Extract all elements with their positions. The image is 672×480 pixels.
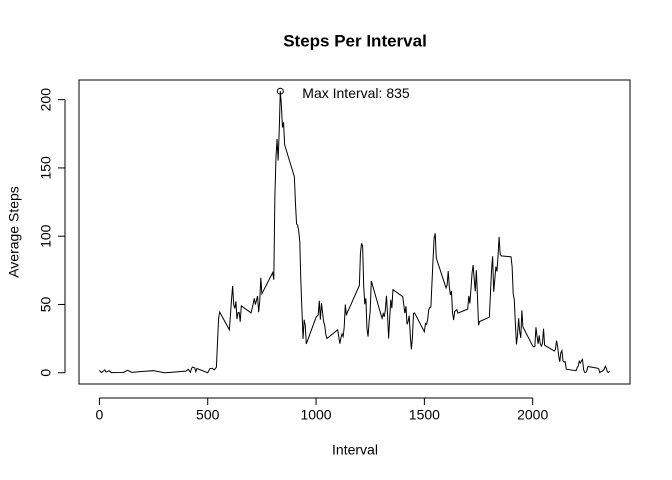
y-axis-label: Average Steps [6,186,22,278]
chart-title: Steps Per Interval [283,31,427,50]
x-tick-label: 1000 [300,407,331,423]
x-tick-label: 1500 [409,407,440,423]
data-line [99,91,610,374]
y-tick-label: 200 [38,88,54,112]
annotation: Max Interval: 835 [302,85,410,101]
x-tick-label: 500 [196,407,220,423]
x-tick-label: 2000 [517,407,548,423]
y-tick-label: 50 [38,296,54,312]
max-point [276,87,284,95]
plot-box [78,79,631,385]
y-tick-label: 150 [38,156,54,180]
y-tick-label: 0 [38,369,54,377]
y-tick-label: 100 [38,224,54,248]
x-tick-label: 0 [96,407,104,423]
x-axis-label: Interval [332,442,378,458]
